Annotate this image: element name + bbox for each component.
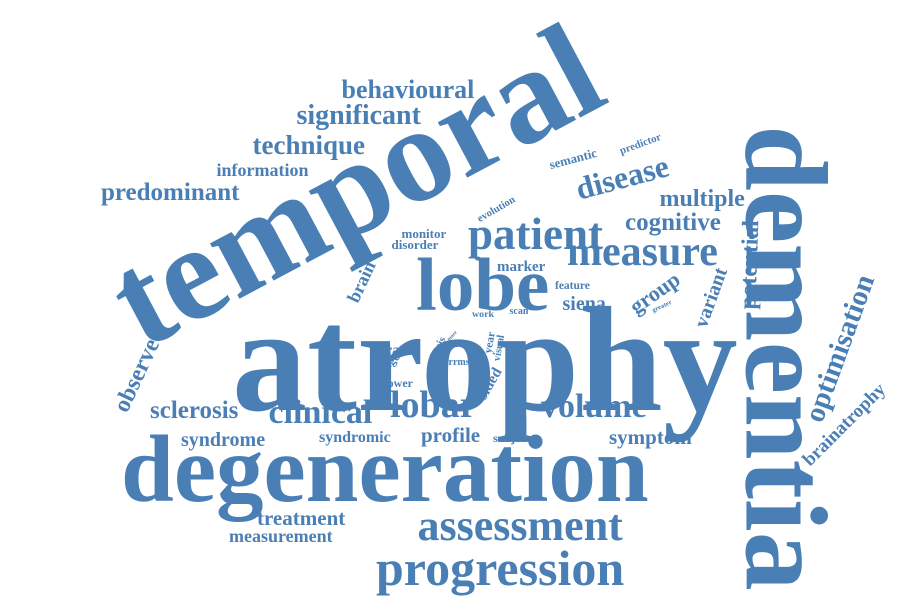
word-work: work — [472, 309, 495, 320]
word-measure: measure — [567, 229, 718, 275]
word-rrms: rrms — [448, 357, 470, 368]
word-syndromic: syndromic — [319, 429, 391, 446]
word-marker: marker — [497, 259, 546, 275]
word-disorder: disorder — [391, 237, 439, 252]
word-assessment: assessment — [417, 501, 623, 550]
word-potential: potential — [734, 219, 764, 310]
word-behavioural: behavioural — [341, 75, 475, 104]
word-monitor: monitor — [401, 226, 447, 241]
word-technique: technique — [252, 130, 366, 160]
word-siena: siena — [562, 293, 606, 315]
word-degeneration: degeneration — [121, 416, 649, 522]
word-lobar: lobar — [390, 384, 477, 426]
word-rate: rate — [385, 342, 413, 359]
word-scan: scan — [509, 306, 529, 317]
word-treatment: treatment — [257, 506, 346, 530]
word-lobe: lobe — [416, 244, 550, 327]
word-volume: volume — [541, 388, 647, 425]
word-patient: patient — [468, 209, 603, 259]
word-sclerosis: sclerosis — [150, 397, 239, 424]
word-profile: profile — [421, 423, 481, 447]
word-feature: feature — [555, 280, 590, 292]
word-atrophy: atrophy — [232, 277, 738, 443]
word-symptom: symptom — [609, 425, 692, 449]
word-power: power — [381, 376, 413, 390]
word-multiple: multiple — [659, 186, 745, 212]
word-predominant: predominant — [101, 179, 240, 206]
word-subject: subject — [493, 431, 530, 445]
word-clinical: clinical — [268, 394, 373, 431]
word-progression: progression — [376, 540, 625, 596]
word-information: information — [216, 160, 309, 180]
word-measurement: measurement — [229, 526, 333, 546]
word-syndrome: syndrome — [181, 429, 266, 451]
word-significant: significant — [296, 100, 421, 131]
word-cognitive: cognitive — [625, 209, 721, 236]
